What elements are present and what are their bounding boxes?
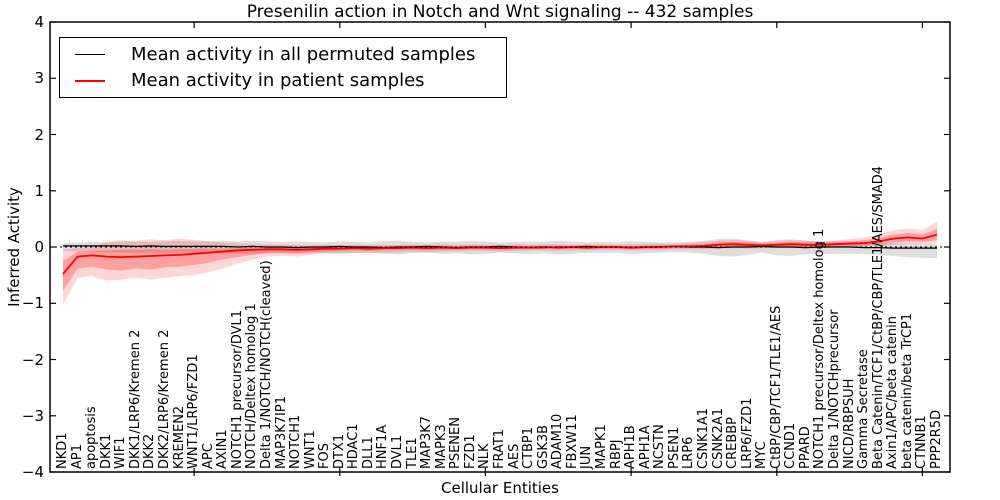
patient-band-outer bbox=[63, 221, 937, 305]
legend: Mean activity in all permuted samples Me… bbox=[59, 37, 507, 98]
patient-mean-line bbox=[62, 233, 938, 275]
x-tick-label: WIF1 bbox=[113, 436, 129, 469]
x-tick-label: PSENEN bbox=[448, 417, 464, 469]
x-tick-label: NLK bbox=[477, 443, 493, 470]
x-tick-label: DKK1/LRP6/Kremen 2 bbox=[127, 329, 143, 469]
x-tick-label: AES bbox=[506, 443, 522, 469]
x-tick-label: MYC bbox=[754, 441, 770, 469]
x-tick-label: AXIN1 bbox=[215, 429, 231, 469]
x-tick-label: CREBBP bbox=[725, 417, 741, 469]
x-tick-label: FBXW11 bbox=[564, 414, 580, 469]
x-tick-label: NOTCH/Deltex homolog 1 bbox=[244, 303, 260, 469]
x-tick-label: NOTCH1 precursor/Deltex homolog 1 bbox=[812, 228, 828, 469]
x-tick-label: Axin1/APC/beta catenin bbox=[885, 315, 901, 469]
x-tick-label: JUN bbox=[579, 445, 595, 469]
x-tick-label: KREMEN2 bbox=[171, 405, 187, 469]
x-tick-label: beta catenin/beta TrCP1 bbox=[899, 312, 915, 469]
y-tick-label: 0 bbox=[34, 238, 44, 256]
x-tick-label: DKK1 bbox=[98, 433, 114, 469]
x-tick-label: DKK2/LRP6/Kremen 2 bbox=[156, 329, 172, 469]
x-tick-label: MAPK3 bbox=[433, 424, 449, 469]
x-tick-label: HNF1A bbox=[375, 424, 391, 469]
x-tick-label: MAPK1 bbox=[593, 424, 609, 469]
x-tick-label: TLE1 bbox=[404, 437, 420, 469]
x-tick-label: MAP3K7 bbox=[419, 415, 435, 469]
x-tick-label: DTX1 bbox=[331, 433, 347, 469]
x-tick-label: GSK3B bbox=[535, 424, 551, 469]
y-tick-label: −2 bbox=[21, 350, 44, 369]
x-tick-label: FOS bbox=[317, 443, 333, 469]
legend-label-patient: Mean activity in patient samples bbox=[131, 70, 425, 92]
x-tick-label: DLL1 bbox=[360, 436, 376, 469]
x-tick-label: CtBP/CBP/TCF1/TLE1/AES bbox=[768, 305, 784, 469]
legend-line-patient-icon bbox=[75, 79, 105, 82]
x-tick-label: APH1B bbox=[623, 425, 639, 469]
y-tick-label: −4 bbox=[21, 463, 44, 481]
x-tick-label: CCND1 bbox=[783, 422, 799, 469]
y-tick-label: −3 bbox=[21, 406, 44, 425]
x-tick-label: PPP2R5D bbox=[929, 409, 944, 469]
x-tick-label: FZD1 bbox=[462, 434, 478, 469]
x-tick-label: ADAM10 bbox=[550, 413, 566, 469]
x-tick-label: PPARD bbox=[797, 426, 813, 469]
legend-label-permuted: Mean activity in all permuted samples bbox=[131, 43, 476, 65]
legend-entry-patient: Mean activity in patient samples bbox=[60, 70, 506, 91]
x-tick-label: DVL1 bbox=[390, 434, 406, 469]
x-tick-label: APH1A bbox=[637, 425, 653, 469]
x-tick-label: NOTCH1 precursor/DVL1 bbox=[229, 309, 245, 469]
y-tick-label: 3 bbox=[34, 69, 44, 88]
x-tick-label: NKD1 bbox=[55, 432, 70, 469]
x-tick-label: AP1 bbox=[69, 443, 85, 469]
x-tick-label: NICD/RBPSUH bbox=[841, 378, 857, 469]
legend-line-permuted-icon bbox=[75, 53, 105, 55]
x-tick-label: Delta 1/NOTCHprecursor bbox=[827, 309, 843, 469]
x-tick-label: FRAT1 bbox=[492, 428, 507, 469]
y-tick-label: 4 bbox=[34, 13, 44, 31]
x-tick-label: Beta Catenin/TCF1/CtBP/CBP/TLE1/AES/SMAD… bbox=[870, 165, 886, 469]
y-tick-label: −1 bbox=[21, 294, 44, 313]
y-tick-label: 1 bbox=[34, 181, 44, 200]
x-tick-label: LRP6 bbox=[681, 436, 697, 469]
x-tick-label: PSEN1 bbox=[666, 426, 682, 469]
y-tick-label: 2 bbox=[34, 125, 44, 144]
x-tick-label: APC bbox=[200, 443, 216, 469]
chart-title: Presenilin action in Notch and Wnt signa… bbox=[246, 2, 754, 22]
x-tick-label: Gamma Secretase bbox=[856, 349, 872, 469]
x-axis-label: Cellular Entities bbox=[441, 479, 559, 497]
x-tick-label: NOTCH1 bbox=[288, 414, 304, 469]
x-tick-label: NCSTN bbox=[652, 424, 668, 469]
x-tick-label: WNT1 bbox=[302, 430, 318, 469]
x-tick-label: CSNK2A1 bbox=[710, 407, 726, 469]
x-tick-label: LRP6/FZD1 bbox=[739, 397, 755, 469]
x-tick-label: DKK2 bbox=[142, 433, 158, 469]
x-tick-label: HDAC1 bbox=[346, 423, 362, 469]
x-tick-label: apoptosis bbox=[84, 406, 100, 469]
patient-band-inner bbox=[63, 229, 937, 291]
x-tick-label: WNT1/LRP6/FZD1 bbox=[186, 354, 202, 469]
x-tick-label: Delta 1/NOTCH/NOTCH(cleaved) bbox=[258, 260, 274, 469]
legend-entry-permuted: Mean activity in all permuted samples bbox=[60, 44, 506, 65]
x-tick-label: CTBP1 bbox=[521, 426, 537, 469]
x-tick-label: MAP3K7IP1 bbox=[273, 396, 289, 469]
x-tick-label: CTNNB1 bbox=[914, 415, 930, 469]
x-tick-label: RBPJ bbox=[608, 439, 624, 469]
x-tick-label: CSNK1A1 bbox=[695, 407, 711, 469]
